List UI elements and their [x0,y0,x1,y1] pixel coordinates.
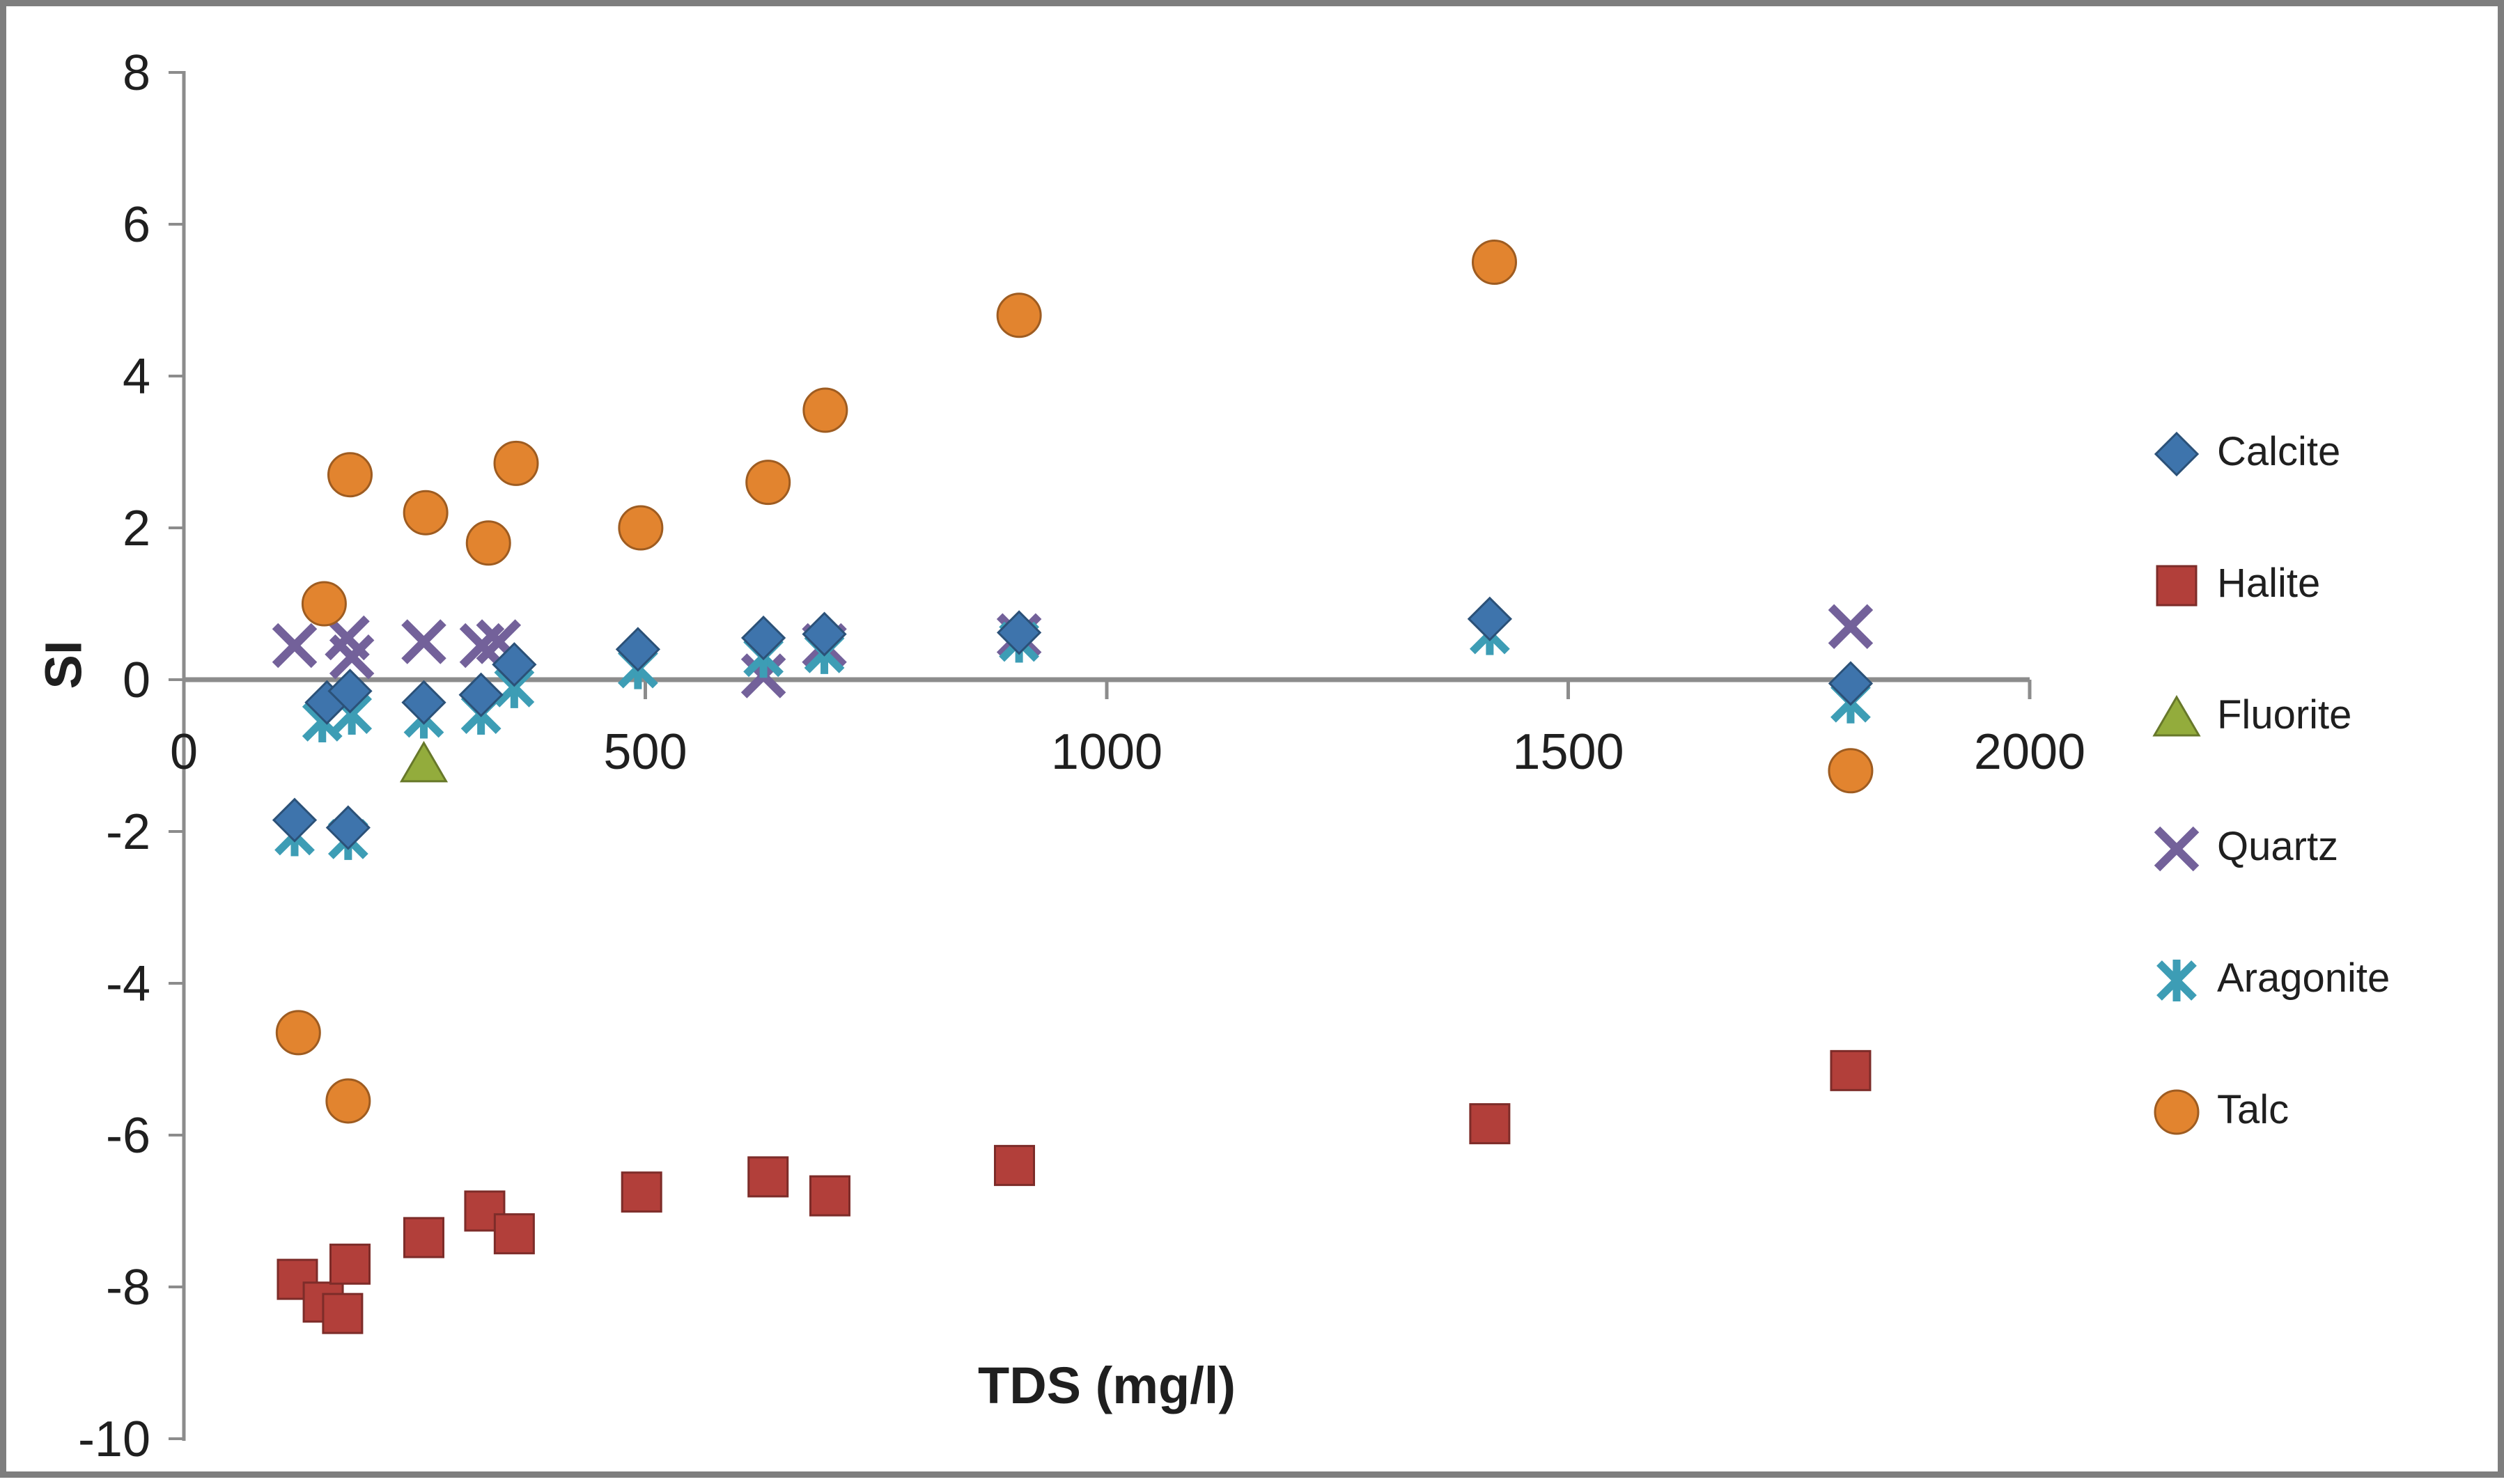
point-quartz [329,634,375,680]
point-talc [1472,240,1517,285]
point-halite [1469,1103,1511,1145]
point-calcite [1467,596,1513,641]
point-talc [465,520,511,566]
point-calcite [327,669,373,714]
point-halite [621,1171,662,1213]
x-tick-label: 2000 [1974,724,2085,780]
point-talc [618,505,664,551]
y-tick-label: -4 [106,956,150,1012]
point-fluorite [399,740,449,783]
point-calcite [997,610,1042,655]
y-tick-label: 8 [123,45,150,101]
legend-label: Halite [2217,560,2321,606]
point-halite [329,1243,371,1285]
point-halite [747,1156,789,1198]
legend-label: Fluorite [2217,692,2352,737]
point-quartz [1828,604,1874,649]
point-halite [322,1292,364,1334]
legend-item-talc: Talc [2150,1046,2498,1178]
y-tick-label: 2 [123,501,150,556]
x-tick-label: 1000 [1051,724,1162,780]
point-talc [493,440,539,486]
legend-item-halite: Halite [2150,520,2498,651]
x-axis-title: TDS (mg/l) [978,1357,1236,1414]
point-calcite [458,672,504,717]
point-talc [996,292,1042,338]
point-calcite [740,615,786,661]
y-tick-label: 0 [123,653,150,708]
point-halite [1830,1049,1872,1091]
series-calcite [272,596,1874,850]
point-calcite [272,797,318,843]
point-halite [403,1217,444,1258]
point-talc [1828,748,1874,794]
point-calcite [615,627,661,672]
legend-label: Calcite [2217,428,2341,474]
quartz-x-icon [2150,822,2203,875]
y-tick-label: -10 [78,1412,150,1467]
halite-square-icon [2150,559,2203,612]
legend-label: Aragonite [2217,955,2390,1001]
point-talc [275,1010,321,1056]
x-tick-label: 0 [170,724,198,780]
y-tick-label: 4 [123,349,150,405]
legend-label: Talc [2217,1086,2289,1132]
point-calcite [1828,661,1874,706]
legend-item-quartz: Quartz [2150,783,2498,914]
x-tick-label: 1500 [1512,724,1624,780]
point-halite [809,1175,850,1217]
calcite-diamond-icon [2150,428,2203,481]
y-axis-title: SI [34,640,93,689]
legend-item-calcite: Calcite [2150,388,2498,520]
legend-label: Quartz [2217,823,2339,869]
legend-item-fluorite: Fluorite [2150,651,2498,783]
talc-circle-icon [2150,1086,2203,1139]
point-calcite [492,642,537,687]
y-tick-label: -6 [106,1108,150,1164]
point-quartz [272,623,318,669]
point-talc [745,460,791,506]
point-calcite [401,680,446,725]
y-tick-label: -2 [106,804,150,860]
point-halite [994,1145,1035,1187]
point-calcite [802,611,847,657]
x-tick-label: 500 [603,724,687,780]
legend: Calcite Halite Fluorite Quartz Aragonite… [2150,388,2498,1178]
point-halite [493,1213,535,1255]
series-halite [277,1049,1872,1334]
aragonite-asterisk-icon [2150,954,2203,1007]
point-calcite [325,805,371,850]
y-tick-label: -8 [106,1260,150,1315]
point-talc [327,452,373,498]
fluorite-triangle-icon [2150,691,2203,744]
point-talc [403,490,449,536]
legend-item-aragonite: Aragonite [2150,914,2498,1046]
point-talc [301,581,347,627]
point-talc [802,387,848,433]
point-quartz [401,619,446,664]
y-tick-label: 6 [123,197,150,253]
series-talc [275,240,1874,1124]
series-fluorite [399,740,449,783]
plot-area: 8 6 4 2 0 -2 -4 -6 -8 -10 0 500 1000 1500 2000 [78,45,2085,1467]
point-talc [325,1078,371,1124]
